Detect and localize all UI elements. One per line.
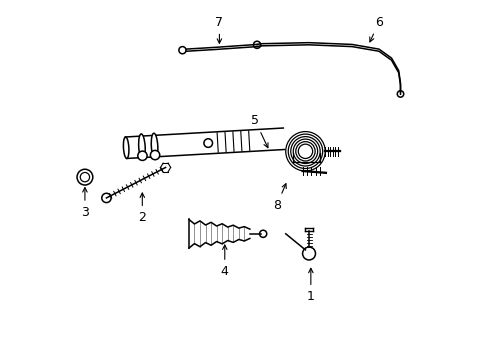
Circle shape [77,169,93,185]
Text: 5: 5 [251,114,267,148]
Circle shape [102,193,111,203]
Ellipse shape [123,137,129,158]
Circle shape [80,172,89,182]
Text: 7: 7 [215,16,223,43]
Circle shape [150,150,160,160]
Text: 3: 3 [81,188,89,219]
Text: 2: 2 [138,193,146,224]
Text: 1: 1 [306,268,314,303]
Ellipse shape [151,133,158,159]
Text: 6: 6 [369,16,382,42]
Text: 4: 4 [221,245,228,278]
Text: 8: 8 [272,184,285,212]
Ellipse shape [139,134,145,160]
Circle shape [302,247,315,260]
Circle shape [138,151,147,161]
Circle shape [259,230,266,237]
Circle shape [203,139,212,147]
